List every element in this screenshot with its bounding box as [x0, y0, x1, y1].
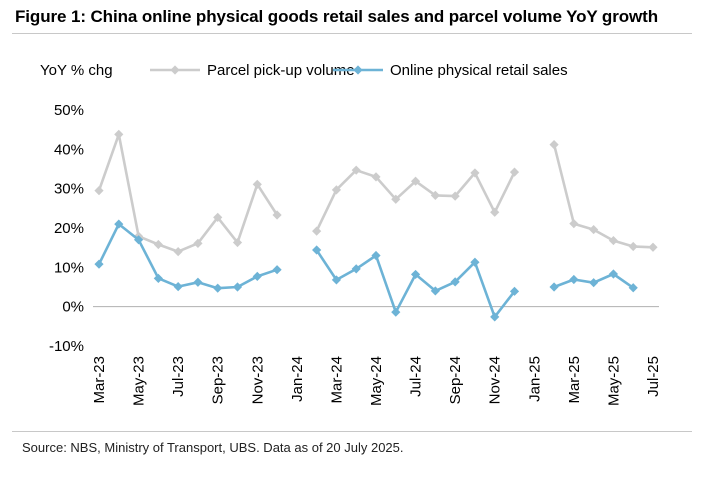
data-point-marker — [430, 190, 440, 200]
series-group — [94, 129, 658, 322]
x-axis-ticks: Mar-23 May-23 Jul-23 Sep-23 Nov-23 Jan-24 Mar-… — [91, 356, 662, 406]
legend-swatch-marker — [170, 65, 180, 75]
x-tick-label: Sep-24 — [447, 356, 464, 404]
data-point-marker — [173, 282, 183, 292]
data-point-marker — [569, 274, 579, 285]
data-point-marker — [272, 265, 282, 275]
data-point-marker — [173, 247, 183, 257]
source-rule — [12, 431, 692, 432]
y-tick-label: 10% — [54, 259, 84, 276]
legend-label: Online physical retail sales — [390, 62, 568, 79]
data-point-marker — [312, 226, 322, 236]
x-tick-label: Jul-25 — [645, 356, 662, 397]
data-point-marker — [569, 219, 579, 229]
y-tick-label: 40% — [54, 141, 84, 158]
data-point-marker — [628, 283, 638, 293]
data-point-marker — [252, 271, 262, 281]
data-point-marker — [648, 242, 658, 252]
data-point-marker — [549, 140, 559, 150]
x-tick-label: Jan-24 — [289, 356, 306, 402]
data-point-marker — [331, 275, 342, 285]
data-point-marker — [450, 191, 460, 201]
data-point-marker — [94, 186, 104, 196]
y-tick-label: 30% — [54, 181, 84, 198]
x-tick-label: May-23 — [131, 356, 148, 406]
y-tick-label: 50% — [54, 102, 84, 119]
y-tick-label: 0% — [62, 299, 84, 316]
legend-swatch-marker — [353, 65, 363, 75]
data-point-marker — [232, 282, 243, 292]
title-rule — [12, 33, 692, 34]
source-note: Source: NBS, Ministry of Transport, UBS.… — [22, 440, 404, 455]
data-point-marker — [213, 212, 223, 222]
data-point-marker — [193, 277, 203, 287]
series-line — [97, 222, 634, 319]
x-tick-label: Sep-23 — [210, 356, 227, 404]
data-point-marker — [94, 259, 104, 269]
data-point-marker — [509, 286, 520, 296]
data-point-marker — [549, 282, 559, 292]
data-point-marker — [589, 278, 599, 288]
data-point-marker — [351, 264, 361, 274]
y-axis-label: YoY % chg — [40, 62, 113, 79]
data-point-marker — [114, 129, 124, 139]
x-tick-label: Mar-25 — [566, 356, 583, 404]
data-point-marker — [371, 172, 381, 182]
x-tick-label: May-25 — [605, 356, 622, 406]
data-point-marker — [608, 235, 619, 246]
data-point-marker — [410, 269, 421, 280]
x-tick-label: May-24 — [368, 356, 385, 406]
x-tick-label: Jul-23 — [170, 356, 187, 397]
data-point-marker — [391, 307, 401, 317]
x-tick-label: Mar-24 — [328, 356, 345, 404]
legend-label: Parcel pick-up volume — [207, 62, 355, 79]
x-tick-label: Mar-23 — [91, 356, 108, 404]
data-point-marker — [351, 165, 361, 175]
data-point-marker — [509, 167, 520, 177]
chart-area: YoY % chg Parcel pick-up volume Online ph… — [40, 62, 662, 406]
data-point-marker — [589, 224, 599, 235]
series-line — [97, 133, 654, 253]
data-point-marker — [153, 273, 163, 283]
series-online-retail — [94, 219, 638, 322]
data-point-marker — [470, 257, 480, 267]
data-point-marker — [391, 194, 401, 204]
data-point-marker — [133, 235, 144, 245]
figure-title: Figure 1: China online physical goods re… — [15, 7, 658, 26]
data-point-marker — [430, 286, 440, 296]
y-tick-label: -10% — [49, 338, 84, 355]
data-point-marker — [490, 207, 500, 217]
data-point-marker — [153, 239, 163, 250]
data-point-marker — [232, 237, 243, 248]
x-tick-label: Nov-23 — [249, 356, 266, 404]
data-point-marker — [608, 269, 619, 279]
data-point-marker — [470, 168, 480, 178]
y-axis-ticks: 50% 40% 30% 20% 10% 0% -10% — [49, 102, 84, 355]
data-point-marker — [490, 312, 500, 322]
data-point-marker — [114, 219, 124, 229]
data-point-marker — [410, 176, 421, 186]
legend: Parcel pick-up volume Online physical ret… — [150, 62, 568, 79]
x-tick-label: Jan-25 — [526, 356, 543, 402]
data-point-marker — [213, 283, 223, 293]
y-tick-label: 20% — [54, 220, 84, 237]
data-point-marker — [450, 277, 460, 287]
data-point-marker — [371, 250, 381, 261]
data-point-marker — [628, 241, 638, 252]
series-parcel-volume — [94, 129, 658, 257]
data-point-marker — [193, 238, 203, 248]
data-point-marker — [272, 210, 282, 220]
data-point-marker — [331, 185, 342, 195]
data-point-marker — [252, 179, 262, 189]
x-tick-label: Nov-24 — [487, 356, 504, 404]
x-tick-label: Jul-24 — [408, 356, 425, 397]
data-point-marker — [312, 245, 322, 255]
